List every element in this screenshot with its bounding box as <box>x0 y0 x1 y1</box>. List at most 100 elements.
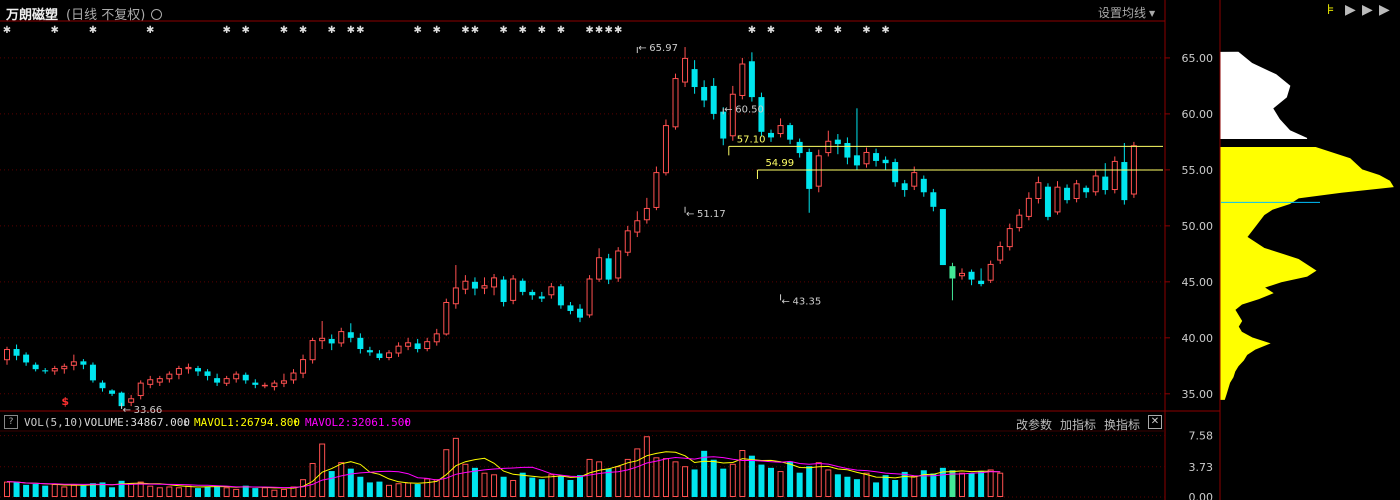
chart-title: 万朗磁塑 (日线 不复权) <box>6 4 163 23</box>
price-label-arrow: ← <box>724 104 732 115</box>
close-icon[interactable]: ✕ <box>1148 415 1162 429</box>
event-marker-icon: ✱ <box>604 25 612 36</box>
volume-bar <box>51 484 58 497</box>
volume-bar <box>156 487 163 497</box>
event-marker-icon: ✱ <box>499 25 507 36</box>
volume-bar <box>414 484 421 497</box>
candle-body <box>1064 187 1071 201</box>
candle-body <box>252 382 259 385</box>
volume-bar <box>424 478 431 498</box>
candle-body <box>61 365 68 370</box>
volume-bar <box>500 476 507 497</box>
candle-body <box>729 93 736 137</box>
candle-body <box>13 349 20 356</box>
candle-body <box>147 379 154 385</box>
volume-bar <box>89 483 96 497</box>
volume-bar <box>338 462 345 497</box>
volume-bar <box>777 471 784 498</box>
volume-bar <box>768 467 774 497</box>
price-label-arrow: ← <box>638 43 646 54</box>
volume-bar <box>118 480 125 497</box>
volume-bar <box>787 461 794 497</box>
volume-bar <box>901 471 908 497</box>
candle-body <box>662 125 669 174</box>
dividend-marker-icon: $ <box>61 395 69 408</box>
candle-body <box>892 162 899 183</box>
price-label-arrow: ← <box>123 405 131 416</box>
volume-bar <box>300 479 307 497</box>
candle-body <box>300 359 307 374</box>
price-level-label: 57.10 <box>737 134 766 145</box>
candle-body <box>777 125 784 135</box>
candle-body <box>557 286 564 306</box>
play-icon-2[interactable]: ▶ <box>1362 2 1373 18</box>
help-icon[interactable]: ? <box>4 415 18 429</box>
volume-bar <box>691 469 698 497</box>
volume-bar <box>357 476 364 497</box>
candle-body <box>978 280 985 285</box>
volume-bar <box>185 485 192 498</box>
candle-body <box>185 366 192 370</box>
switch-indicator-button[interactable]: 换指标 <box>1104 418 1141 432</box>
ma-settings-button[interactable]: 设置均线 ▼ <box>1098 4 1155 21</box>
candle-body <box>959 272 965 277</box>
volume-bar <box>863 472 870 497</box>
volume-bar <box>662 458 669 497</box>
candle-body <box>261 384 268 387</box>
profile-upper <box>1220 51 1308 140</box>
volume-bar <box>949 470 956 497</box>
candle-body <box>290 372 297 381</box>
volume-bar <box>615 466 622 497</box>
volume-bar <box>347 468 354 497</box>
volume-bar <box>4 481 10 498</box>
price-label: 60.50 <box>735 104 764 115</box>
event-marker-icon: ✱ <box>767 25 775 36</box>
candle-body <box>491 277 498 288</box>
candle-body <box>471 281 478 289</box>
edit-params-button[interactable]: 改参数 <box>1016 418 1053 432</box>
candle-body <box>691 69 698 88</box>
candle-body <box>911 172 918 187</box>
add-indicator-button[interactable]: 加指标 <box>1060 418 1097 432</box>
volume-bar <box>844 476 851 497</box>
play-icon[interactable]: ▶ <box>1345 2 1356 18</box>
volume-tick-label: 0.00 <box>1189 491 1214 500</box>
mavol-line-mavol2 <box>6 456 1001 489</box>
profile-tool-icon[interactable]: ⊧ <box>1327 2 1335 18</box>
event-marker-icon: ✱ <box>413 25 421 36</box>
play-icon-3[interactable]: ▶ <box>1379 2 1390 18</box>
volume-bar <box>758 464 765 497</box>
volume-bar <box>328 471 335 497</box>
event-marker-icon: ✱ <box>557 25 565 36</box>
volume-bar <box>204 486 211 497</box>
candle-body <box>309 340 316 361</box>
candle-body <box>939 209 946 266</box>
event-marker-icon: ✱ <box>299 25 307 36</box>
candle-body <box>710 85 717 114</box>
candle-body <box>433 333 440 343</box>
gear-icon[interactable] <box>151 9 163 20</box>
candle-body <box>118 392 125 407</box>
volume-bar <box>939 467 946 497</box>
candle-body <box>653 172 660 208</box>
event-marker-icon: ✱ <box>471 25 479 36</box>
candle-body <box>156 378 163 383</box>
candle-body <box>825 140 832 154</box>
candle-body <box>624 230 631 253</box>
event-marker-icon: ✱ <box>748 25 756 36</box>
candle-body <box>920 178 927 193</box>
volume-bar <box>471 467 478 497</box>
volume-bar <box>61 486 68 497</box>
volume-bar <box>892 479 899 497</box>
event-marker-icon: ✱ <box>89 25 97 36</box>
candle-body <box>1006 228 1013 248</box>
volume-bar <box>624 458 631 497</box>
volume-bar <box>930 473 937 497</box>
mavol2-value: MAVOL2:32061.500 <box>305 416 411 429</box>
candle-body <box>109 390 116 394</box>
candle-body <box>223 378 230 384</box>
candle-body <box>987 263 994 281</box>
price-tick-label: 60.00 <box>1182 108 1214 121</box>
